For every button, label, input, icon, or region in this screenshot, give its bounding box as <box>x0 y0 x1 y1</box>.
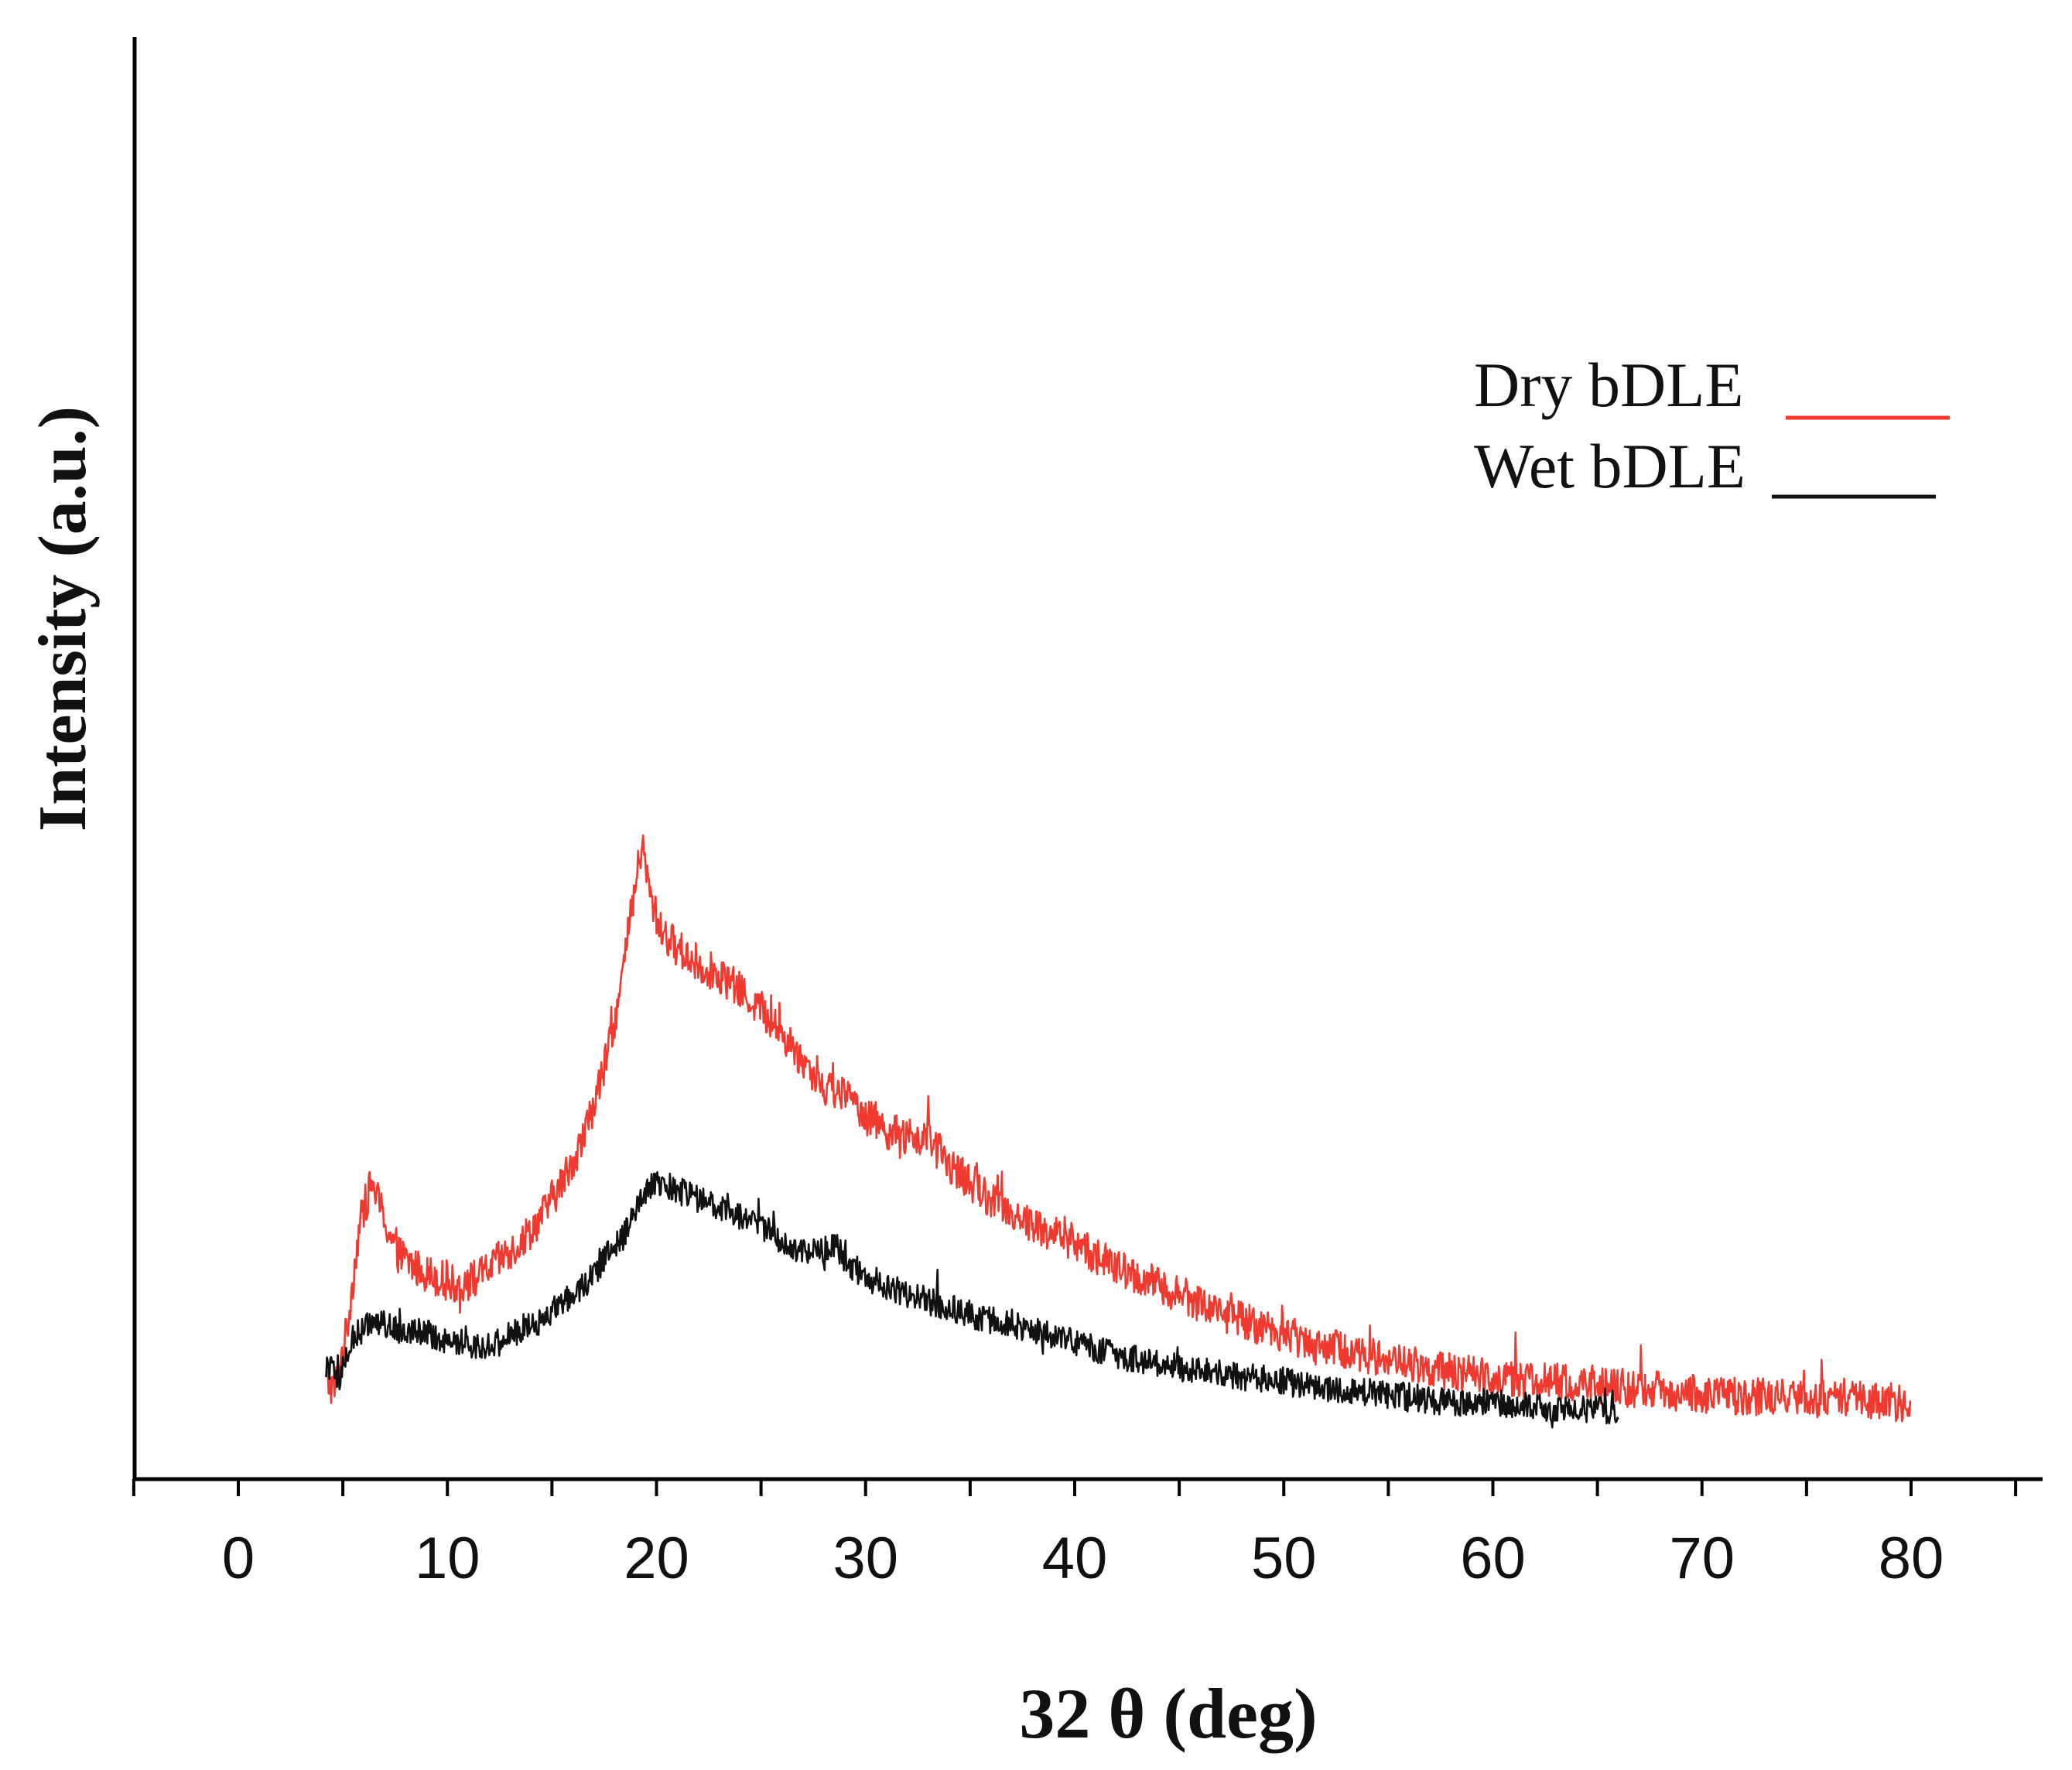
x-tick-label: 20 <box>624 1526 689 1591</box>
x-tick-label: 30 <box>833 1526 898 1591</box>
x-tick-label: 40 <box>1042 1526 1108 1591</box>
plot-area: 0 10 20 30 40 50 60 70 80 <box>132 37 2043 1591</box>
legend: Dry bDLE Wet bDLE <box>1474 350 1950 501</box>
series-layer <box>325 834 1912 1429</box>
x-tick-label: 50 <box>1251 1526 1317 1591</box>
x-tick-label: 60 <box>1460 1526 1526 1591</box>
series-line-wet-bdle <box>325 1170 1619 1429</box>
legend-label-wet: Wet bDLE <box>1474 431 1745 501</box>
series-line-dry-bdle <box>325 834 1912 1423</box>
legend-label-dry: Dry bDLE <box>1474 350 1743 420</box>
x-axis-title: 32 θ (deg) <box>1019 1674 1317 1753</box>
x-tick-label: 80 <box>1879 1526 1944 1591</box>
x-tick-label: 70 <box>1669 1526 1735 1591</box>
x-tick-label: 0 <box>222 1526 255 1591</box>
x-ticks: 0 10 20 30 40 50 60 70 80 <box>132 1479 2018 1591</box>
x-tick-label: 10 <box>415 1526 480 1591</box>
y-axis-title: Intensity (a.u.) <box>26 406 101 832</box>
